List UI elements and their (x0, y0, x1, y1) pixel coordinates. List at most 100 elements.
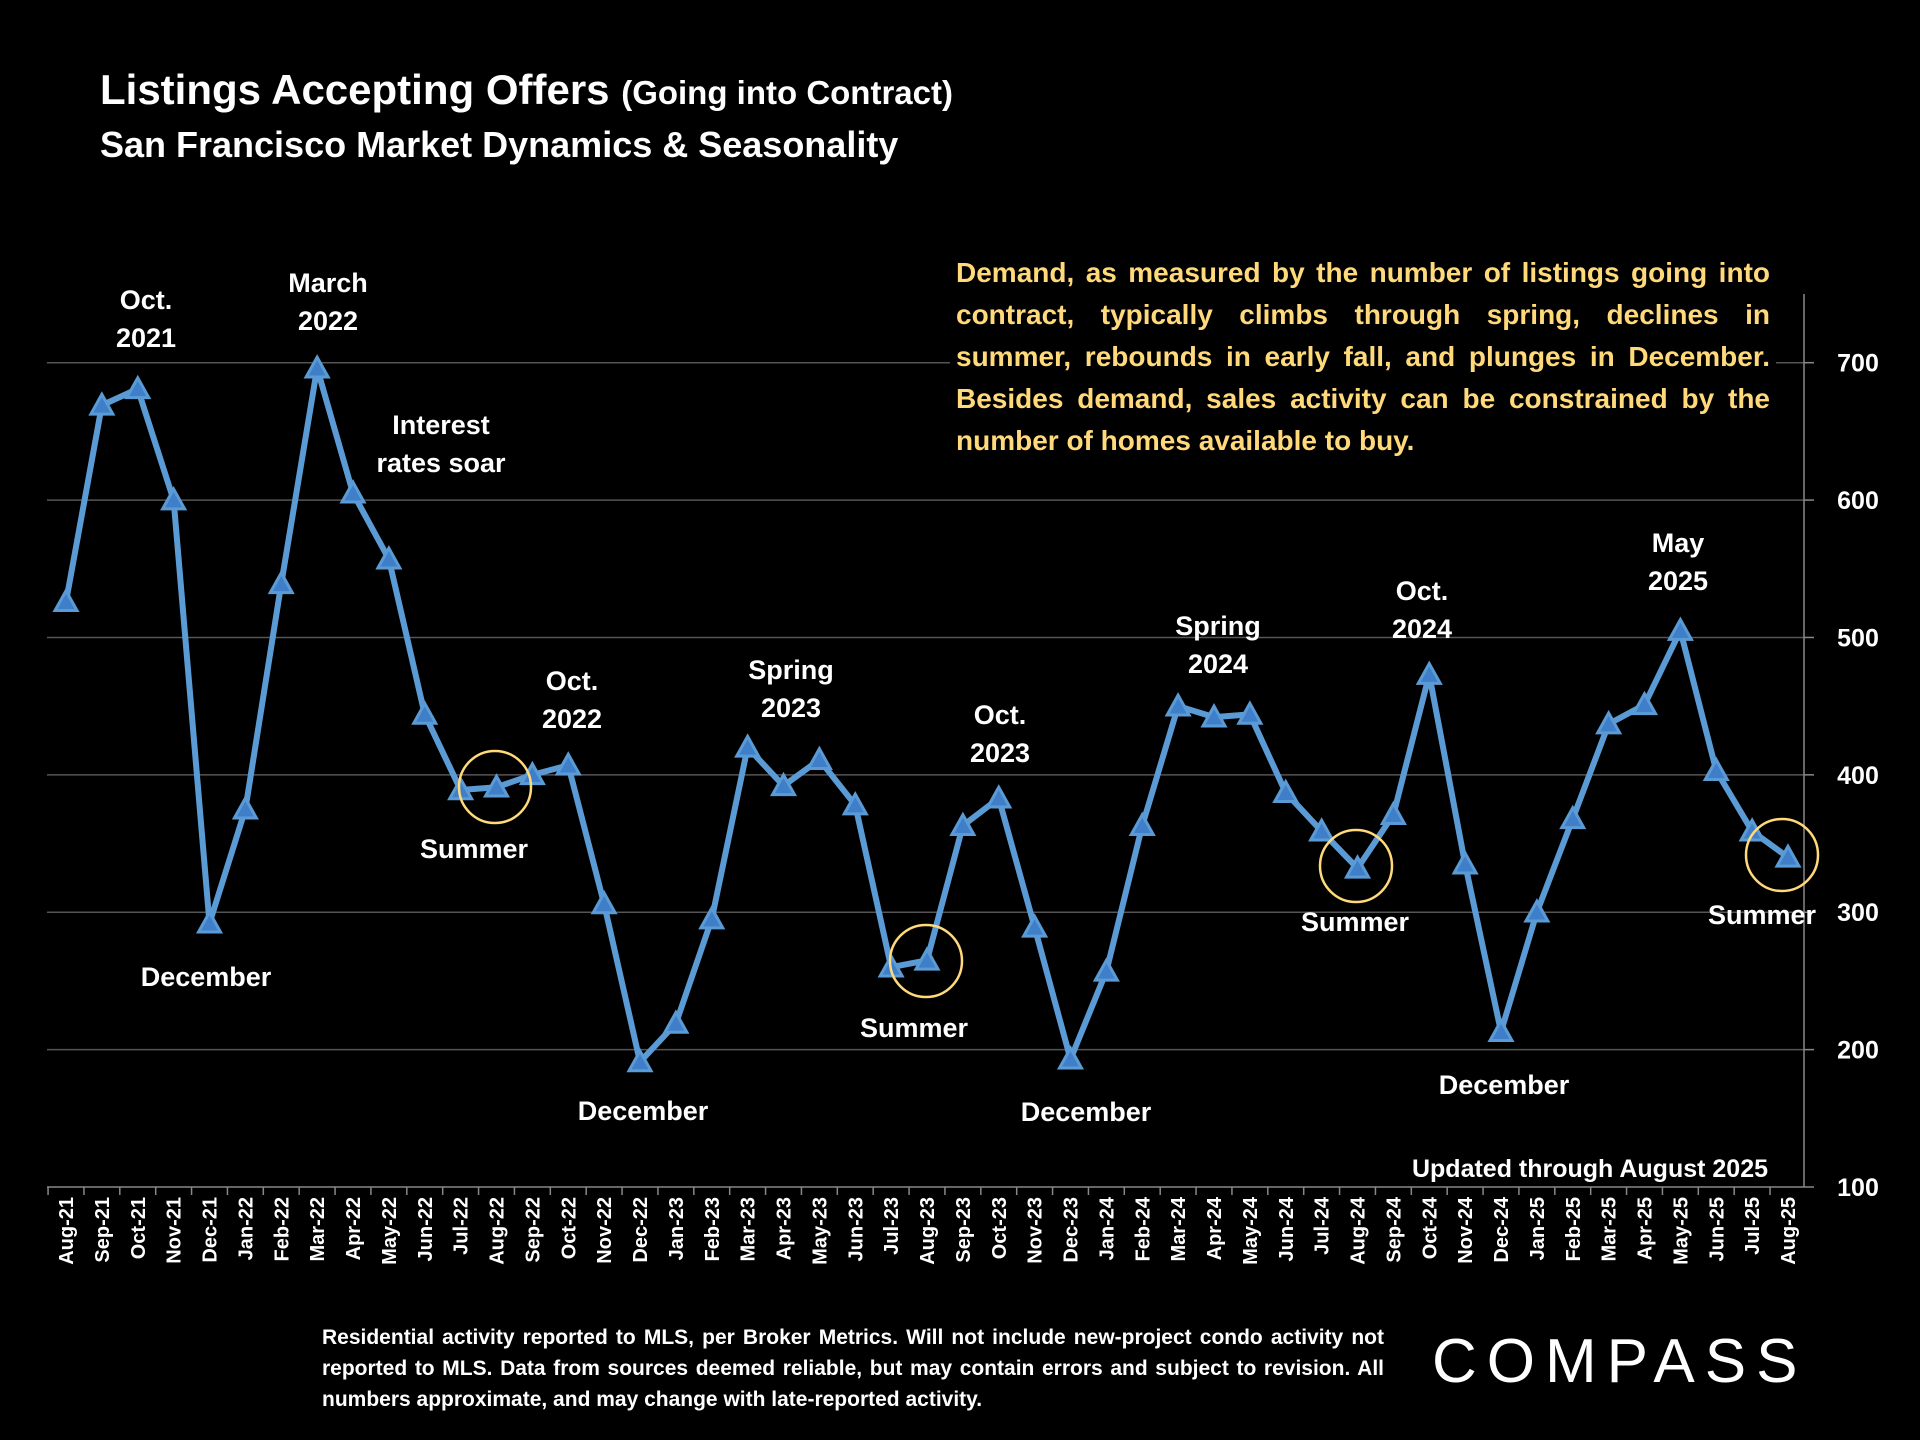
x-tick-label: Oct-23 (989, 1197, 1011, 1259)
annotation: 2022 (298, 306, 358, 336)
x-tick-label: Nov-23 (1025, 1197, 1047, 1264)
marker (1523, 898, 1551, 923)
x-tick-label: Nov-22 (594, 1197, 616, 1264)
marker (698, 905, 726, 930)
marker (52, 587, 80, 613)
marker (1128, 811, 1156, 836)
marker (1056, 1045, 1085, 1070)
chart-title: Listings Accepting Offers (100, 66, 610, 113)
annotation: Summer (1708, 900, 1817, 930)
marker (554, 751, 582, 776)
highlight-circle (1744, 817, 1820, 893)
x-tick-label: Jul-24 (1312, 1196, 1334, 1255)
y-tick-label: 700 (1837, 350, 1879, 378)
x-tick-label: Apr-23 (774, 1197, 796, 1260)
marker (231, 795, 259, 820)
annotation: Oct. (546, 666, 599, 696)
marker (1595, 709, 1623, 735)
note: Demand, as measured by the number of lis… (950, 248, 1776, 466)
annotation: Oct. (974, 700, 1027, 730)
y-tick-label: 500 (1837, 624, 1879, 652)
annotation: 2022 (542, 704, 602, 734)
marker (1379, 800, 1407, 825)
x-tick-label: Sep-24 (1383, 1196, 1405, 1262)
marker (1774, 843, 1802, 868)
y-tick-label: 400 (1837, 762, 1879, 790)
annotation: Spring (1175, 611, 1261, 641)
x-tick-label: May-25 (1670, 1197, 1692, 1265)
x-tick-label: May-22 (379, 1197, 401, 1265)
x-tick-label: Jan-25 (1527, 1197, 1549, 1260)
annotation: December (1021, 1097, 1152, 1127)
marker (1666, 616, 1694, 641)
marker (734, 733, 762, 758)
x-tick-label: Dec-23 (1061, 1197, 1083, 1263)
marker (913, 946, 941, 971)
x-tick-label: Sep-23 (953, 1197, 975, 1263)
highlight-circle (888, 923, 964, 999)
x-tick-label: Aug-23 (917, 1197, 939, 1265)
marker (1487, 1017, 1515, 1043)
x-tick-label: Nov-24 (1455, 1196, 1477, 1264)
marker (1343, 854, 1372, 879)
annotation: 2023 (970, 738, 1030, 768)
y-tick-label: 600 (1837, 487, 1879, 515)
x-tick-label: Dec-24 (1491, 1196, 1513, 1262)
x-tick-label: Mar-23 (738, 1197, 760, 1261)
annotation: Oct. (120, 285, 173, 315)
x-tick-label: Aug-24 (1348, 1196, 1370, 1265)
x-tick-label: Apr-24 (1204, 1196, 1226, 1260)
marker (662, 1009, 690, 1034)
x-tick-label: Aug-25 (1778, 1197, 1800, 1265)
marker (626, 1047, 654, 1073)
marker (1200, 703, 1228, 728)
x-tick-label: May-23 (809, 1197, 831, 1265)
x-tick-label: Jun-23 (845, 1197, 867, 1261)
x-tick-label: Sep-22 (522, 1197, 544, 1263)
x-tick-label: Mar-25 (1599, 1197, 1621, 1261)
marker (1164, 692, 1192, 717)
x-tick-label: Jun-24 (1276, 1196, 1298, 1261)
x-tick-label: Feb-25 (1563, 1197, 1585, 1261)
logo: COMPASS (1432, 1327, 1808, 1396)
x-tick-label: Nov-21 (164, 1197, 186, 1264)
x-tick-label: Jan-24 (1096, 1196, 1118, 1260)
marker (1702, 756, 1730, 782)
x-tick-label: Dec-21 (200, 1197, 222, 1263)
annotation: Oct. (1396, 576, 1449, 606)
x-tick-label: Jun-22 (415, 1197, 437, 1261)
marker (1092, 957, 1120, 982)
marker (88, 391, 116, 416)
x-tick-label: Jul-25 (1742, 1197, 1764, 1255)
y-tick-label: 200 (1837, 1037, 1879, 1065)
subtitle: San Francisco Market Dynamics & Seasonal… (100, 124, 899, 165)
title-note: (Going into Contract) (621, 74, 953, 111)
x-tick-label: Oct-22 (558, 1197, 580, 1259)
x-tick-label: Mar-24 (1168, 1196, 1190, 1261)
marker (375, 545, 403, 570)
x-tick-label: Jan-23 (666, 1197, 688, 1260)
marker (805, 745, 833, 771)
x-tick-label: Oct-21 (128, 1197, 150, 1259)
annotation: 2025 (1648, 566, 1708, 596)
marker (1236, 700, 1264, 725)
x-tick-label: May-24 (1240, 1196, 1262, 1265)
chart-title-block: Listings Accepting Offers (Going into Co… (100, 66, 953, 114)
x-tick-label: Jun-25 (1706, 1197, 1728, 1261)
x-tick-label: Jan-22 (235, 1197, 257, 1260)
x-tick-label: Aug-21 (56, 1197, 78, 1265)
marker (949, 811, 977, 836)
marker (769, 771, 798, 797)
marker (1308, 817, 1336, 842)
marker (518, 760, 546, 786)
annotation: Summer (860, 1013, 969, 1043)
annotation: March (288, 268, 368, 298)
x-tick-label: Jul-23 (881, 1197, 903, 1255)
marker (411, 700, 439, 725)
marker (985, 784, 1013, 809)
annotation: December (1439, 1070, 1570, 1100)
x-tick-label: Feb-22 (271, 1197, 293, 1261)
x-tick-label: Dec-22 (630, 1197, 652, 1263)
annotation: 2023 (761, 693, 821, 723)
